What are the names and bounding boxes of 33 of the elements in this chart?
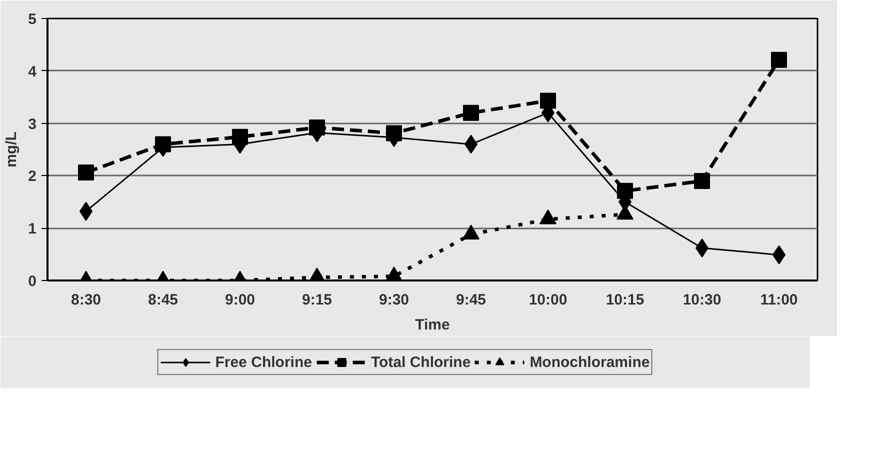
- point: [540, 92, 556, 109]
- point: [78, 164, 94, 181]
- y-tick-label: 0: [28, 273, 36, 290]
- x-tick-label: 9:00: [224, 292, 256, 308]
- y-tick-label: 3: [28, 116, 36, 133]
- x-tick-label: 10:15: [606, 292, 644, 308]
- x-axis-title: Time: [415, 316, 450, 334]
- x-tick-label: 8:45: [148, 292, 178, 308]
- point: [155, 136, 171, 152]
- point: [463, 104, 479, 121]
- point: [386, 125, 402, 142]
- legend-label: Total Chlorine: [370, 354, 471, 370]
- x-tick-label: 9:30: [378, 292, 410, 308]
- point: [309, 119, 325, 136]
- y-tick-label: 5: [28, 11, 36, 28]
- legend-label: Monochloramine: [530, 354, 650, 370]
- x-tick-label: 10:30: [682, 292, 722, 308]
- y-tick-label: 2: [28, 168, 36, 186]
- point: [694, 172, 710, 189]
- x-tick-label: 9:15: [302, 292, 332, 308]
- y-axis-title: mg/L: [3, 132, 20, 168]
- point: [232, 128, 248, 145]
- x-tick-label: 9:45: [456, 292, 486, 308]
- point: [771, 52, 787, 68]
- point: [540, 209, 556, 224]
- y-tick-label: 1: [28, 220, 36, 238]
- x-tick-label: 10:00: [528, 292, 568, 308]
- legend-label: Free Chlorine: [215, 354, 312, 370]
- x-tick-label: 8:30: [70, 292, 102, 308]
- point: [462, 224, 480, 240]
- y-tick-label: 4: [28, 63, 38, 80]
- point: [617, 182, 633, 199]
- x-tick-label: 11:00: [760, 292, 798, 308]
